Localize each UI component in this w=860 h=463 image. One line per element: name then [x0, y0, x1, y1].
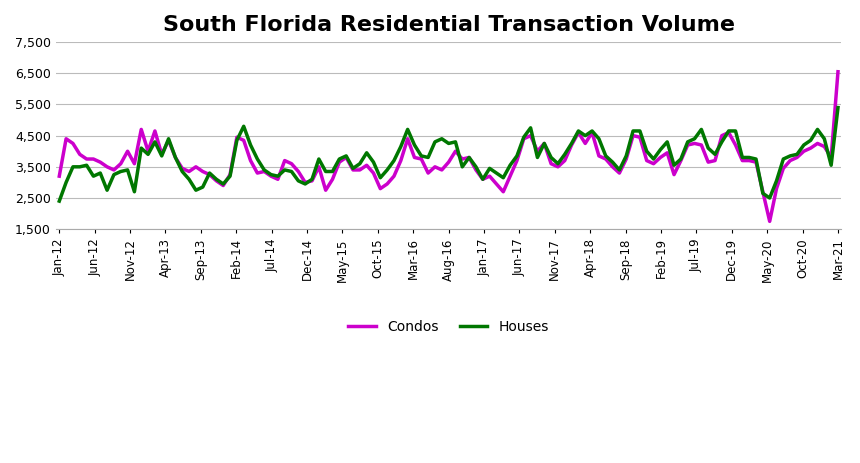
Houses — [307, 176, 317, 182]
Condos — [231, 134, 242, 140]
Condos — [157, 151, 167, 157]
Condos — [347, 167, 358, 173]
Houses — [525, 125, 536, 131]
Condos — [307, 178, 317, 184]
Condos — [765, 219, 775, 224]
Houses — [737, 155, 747, 160]
Houses — [832, 105, 843, 110]
Houses — [347, 166, 358, 171]
Line: Condos: Condos — [59, 72, 838, 221]
Condos — [54, 173, 64, 179]
Condos — [737, 158, 747, 163]
Title: South Florida Residential Transaction Volume: South Florida Residential Transaction Vo… — [163, 15, 734, 35]
Houses — [54, 198, 64, 204]
Houses — [157, 153, 167, 159]
Legend: Condos, Houses: Condos, Houses — [343, 315, 555, 340]
Condos — [525, 133, 536, 138]
Line: Houses: Houses — [59, 107, 838, 201]
Houses — [231, 138, 242, 143]
Condos — [832, 69, 843, 75]
